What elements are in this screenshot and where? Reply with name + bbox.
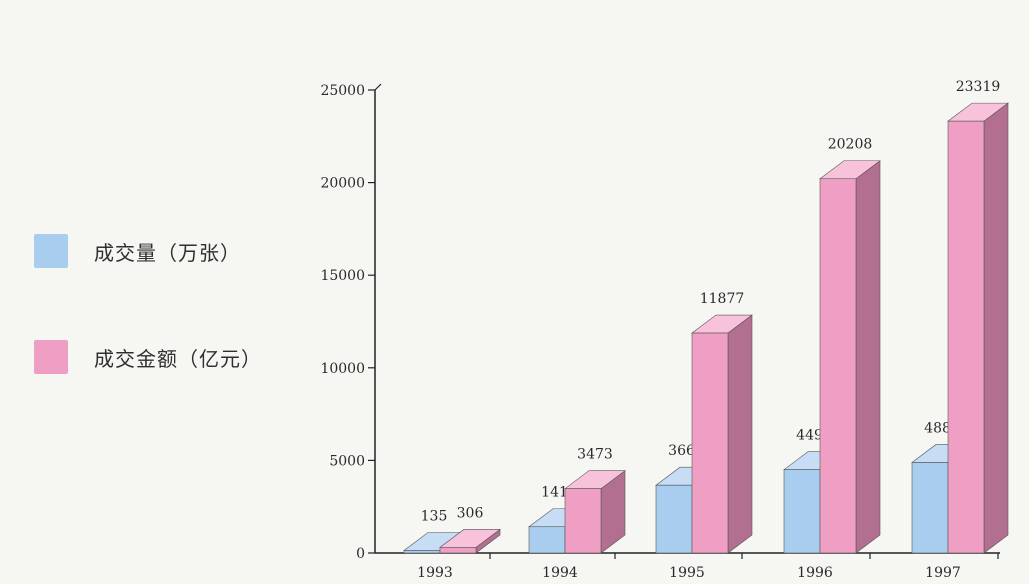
- data-label: 11877: [700, 291, 745, 307]
- bar-side: [983, 102, 1009, 554]
- legend-label-amount: 成交金额（亿元）: [94, 346, 262, 371]
- y-tick-label: 10000: [320, 361, 365, 377]
- bar: [528, 526, 566, 554]
- data-label: 23319: [956, 79, 1001, 95]
- bar: [564, 488, 602, 554]
- data-label: 135: [421, 508, 448, 524]
- legend-swatch-volume: [34, 234, 68, 268]
- x-tick-label: 1993: [417, 565, 453, 581]
- bar: [819, 178, 857, 554]
- legend-item-volume: 成交量（万张）: [34, 234, 241, 268]
- legend-item-amount: 成交金额（亿元）: [34, 340, 262, 374]
- data-label: 20208: [828, 137, 873, 153]
- bar: [947, 120, 985, 554]
- y-tick-label: 20000: [320, 176, 365, 192]
- bar: [439, 547, 477, 554]
- bar-side: [855, 160, 881, 554]
- x-tick-label: 1994: [542, 565, 578, 581]
- data-label: 306: [457, 505, 484, 521]
- bar: [691, 332, 729, 554]
- y-tick-label: 5000: [329, 453, 365, 469]
- y-tick-label: 15000: [320, 268, 365, 284]
- y-tick-label: 25000: [320, 83, 365, 99]
- x-tick-label: 1995: [669, 565, 705, 581]
- bar-side: [727, 314, 753, 554]
- y-tick-label: 0: [356, 546, 365, 562]
- legend-label-volume: 成交量（万张）: [94, 240, 241, 265]
- bar: [911, 462, 949, 554]
- legend-swatch-amount: [34, 340, 68, 374]
- y-axis-tip: [374, 83, 382, 91]
- bar: [655, 484, 693, 554]
- x-tick-label: 1997: [925, 565, 961, 581]
- x-tick-label: 1996: [797, 565, 833, 581]
- bar: [783, 469, 821, 554]
- data-label: 3473: [577, 447, 613, 463]
- bar: [403, 550, 441, 554]
